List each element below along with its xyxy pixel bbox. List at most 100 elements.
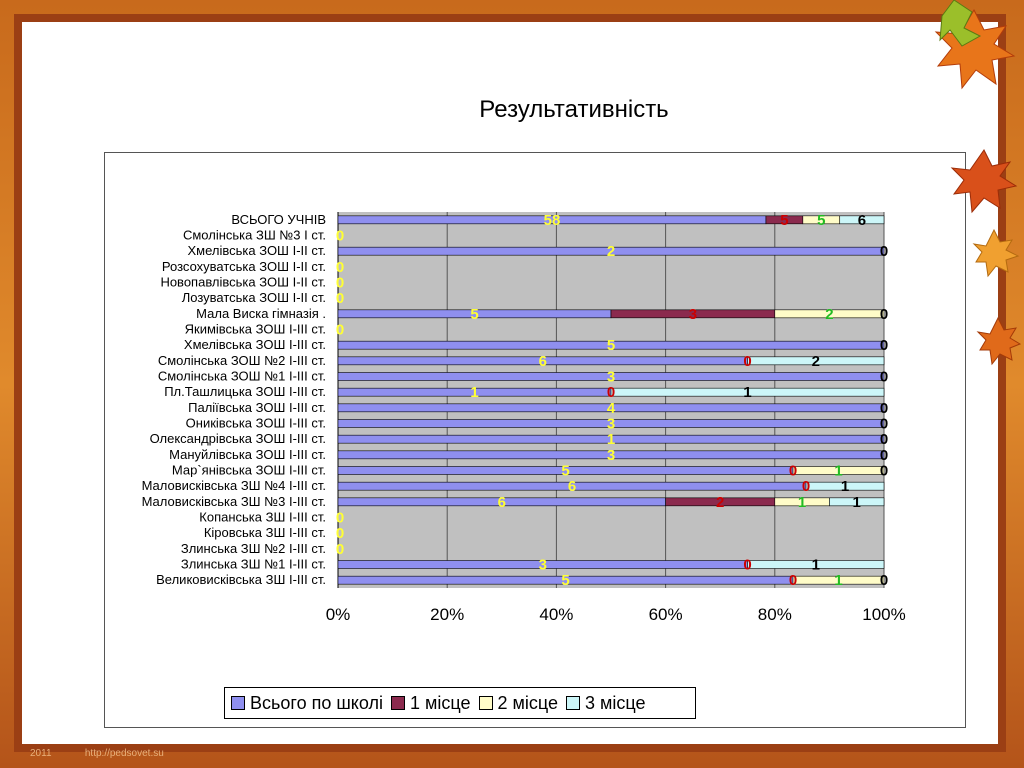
data-label: 58 — [544, 212, 561, 229]
bar-segment — [337, 246, 885, 256]
footer-year: 2011 — [30, 748, 52, 759]
legend-swatch-third — [566, 696, 581, 710]
data-label: 3 — [607, 369, 615, 386]
category-label: Хмелівська ЗОШ І-ІІІ ст. — [184, 337, 326, 352]
data-label: 4 — [607, 400, 616, 417]
bar-segment — [610, 387, 885, 397]
data-label: 2 — [716, 494, 724, 511]
data-label: 0 — [336, 322, 344, 339]
category-label: Злинська ЗШ №2 І-ІІІ ст. — [181, 541, 326, 556]
category-label: ВСЬОГО УЧНІВ — [231, 212, 326, 227]
maple-leaf-icon — [972, 228, 1020, 278]
category-label: Смолінська ЗОШ №1 І-ІІІ ст. — [158, 369, 326, 384]
data-label: 0 — [880, 463, 888, 480]
bar-segment — [337, 403, 885, 413]
legend-label-total: Всього по школі — [250, 692, 383, 713]
data-label: 6 — [498, 494, 506, 511]
bar-segment — [337, 340, 885, 350]
data-label: 0 — [880, 447, 888, 464]
category-label: Розсохуватська ЗОШ І-ІІ ст. — [162, 259, 326, 274]
bar-segment — [792, 575, 885, 585]
data-label: 5 — [780, 212, 788, 229]
maple-leaf-icon — [976, 316, 1022, 366]
data-label: 0 — [336, 510, 344, 527]
bar-segment — [337, 450, 885, 460]
data-label: 0 — [336, 541, 344, 558]
data-label: 2 — [812, 353, 820, 370]
x-tick-label: 0% — [326, 605, 351, 624]
legend-item-second: 2 місце — [478, 692, 559, 714]
category-label: Паліївська ЗОШ І-ІІІ ст. — [188, 400, 326, 415]
data-label: 3 — [607, 447, 615, 464]
data-label: 0 — [336, 228, 344, 245]
bar-segment — [337, 419, 885, 428]
data-label: 0 — [880, 572, 888, 589]
category-label: Великовисківська ЗШ І-ІІІ ст. — [156, 572, 326, 587]
category-label: Новопавлівська ЗОШ І-ІІ ст. — [160, 275, 326, 290]
data-label: 3 — [689, 306, 697, 323]
data-label: 5 — [607, 337, 615, 354]
data-label: 2 — [607, 243, 615, 260]
data-label: 0 — [336, 259, 344, 276]
data-label: 0 — [336, 290, 344, 307]
data-label: 0 — [607, 384, 615, 401]
data-label: 1 — [470, 384, 478, 401]
data-label: 0 — [880, 337, 888, 354]
data-label: 0 — [880, 400, 888, 417]
data-label: 1 — [853, 494, 861, 511]
legend-label-second: 2 місце — [497, 692, 559, 713]
category-label: Злинська ЗШ №1 І-ІІІ ст. — [181, 557, 326, 572]
data-label: 3 — [607, 416, 615, 433]
data-label: 6 — [568, 478, 576, 495]
legend-item-first: 1 місце — [390, 692, 471, 714]
green-leaf-icon — [939, 0, 982, 47]
data-label: 1 — [841, 478, 849, 495]
data-label: 0 — [880, 306, 888, 323]
bar-segment — [774, 309, 885, 319]
legend-label-third: 3 місце — [585, 692, 646, 713]
data-label: 0 — [802, 478, 810, 495]
data-label: 5 — [561, 463, 569, 480]
bar-segment — [829, 497, 885, 507]
category-label: Ониківська ЗОШ І-ІІІ ст. — [186, 416, 326, 431]
legend: Всього по школі 1 місце 2 місце 3 місце — [224, 687, 696, 719]
category-label: Копанська ЗШ І-ІІІ ст. — [199, 510, 326, 525]
data-label: 1 — [743, 384, 751, 401]
legend-item-total: Всього по школі — [231, 693, 383, 714]
x-tick-label: 80% — [758, 605, 792, 624]
data-label: 0 — [789, 572, 797, 589]
bar-segment — [337, 434, 885, 444]
data-label: 6 — [539, 353, 547, 370]
category-label: Якимівська ЗОШ І-ІІІ ст. — [185, 322, 326, 337]
x-tick-label: 60% — [649, 605, 683, 624]
data-label: 2 — [825, 306, 833, 323]
data-label: 0 — [743, 353, 751, 370]
data-label: 5 — [561, 572, 569, 589]
bar-segment — [792, 466, 885, 475]
bar-segment — [805, 481, 885, 491]
legend-swatch-first — [390, 696, 405, 710]
data-label: 0 — [789, 463, 797, 480]
data-label: 1 — [798, 494, 806, 511]
data-label: 0 — [336, 275, 344, 292]
category-label: Смолінська ЗШ №3 І ст. — [183, 228, 326, 243]
x-tick-label: 100% — [862, 605, 905, 624]
legend-swatch-second — [478, 696, 493, 710]
category-label: Мар`янівська ЗОШ І-ІІІ ст. — [172, 463, 326, 478]
data-label: 1 — [834, 572, 842, 589]
data-label: 0 — [880, 369, 888, 386]
data-label: 3 — [539, 557, 547, 574]
bar-segment — [839, 215, 885, 225]
category-label: Олександрівська ЗОШ І-ІІІ ст. — [150, 431, 326, 446]
data-label: 1 — [607, 431, 615, 448]
maple-leaf-icon — [950, 149, 1018, 214]
category-label: Маловисківська ЗШ №3 І-ІІІ ст. — [142, 494, 326, 509]
legend-label-first: 1 місце — [409, 692, 471, 713]
data-label: 1 — [834, 463, 842, 480]
footer: 2011 http://pedsovet.su — [30, 748, 164, 759]
bar-segment — [747, 560, 885, 569]
x-tick-label: 40% — [539, 605, 573, 624]
data-label: 1 — [812, 557, 820, 574]
category-label: Лозуватська ЗОШ І-ІІ ст. — [182, 290, 326, 305]
